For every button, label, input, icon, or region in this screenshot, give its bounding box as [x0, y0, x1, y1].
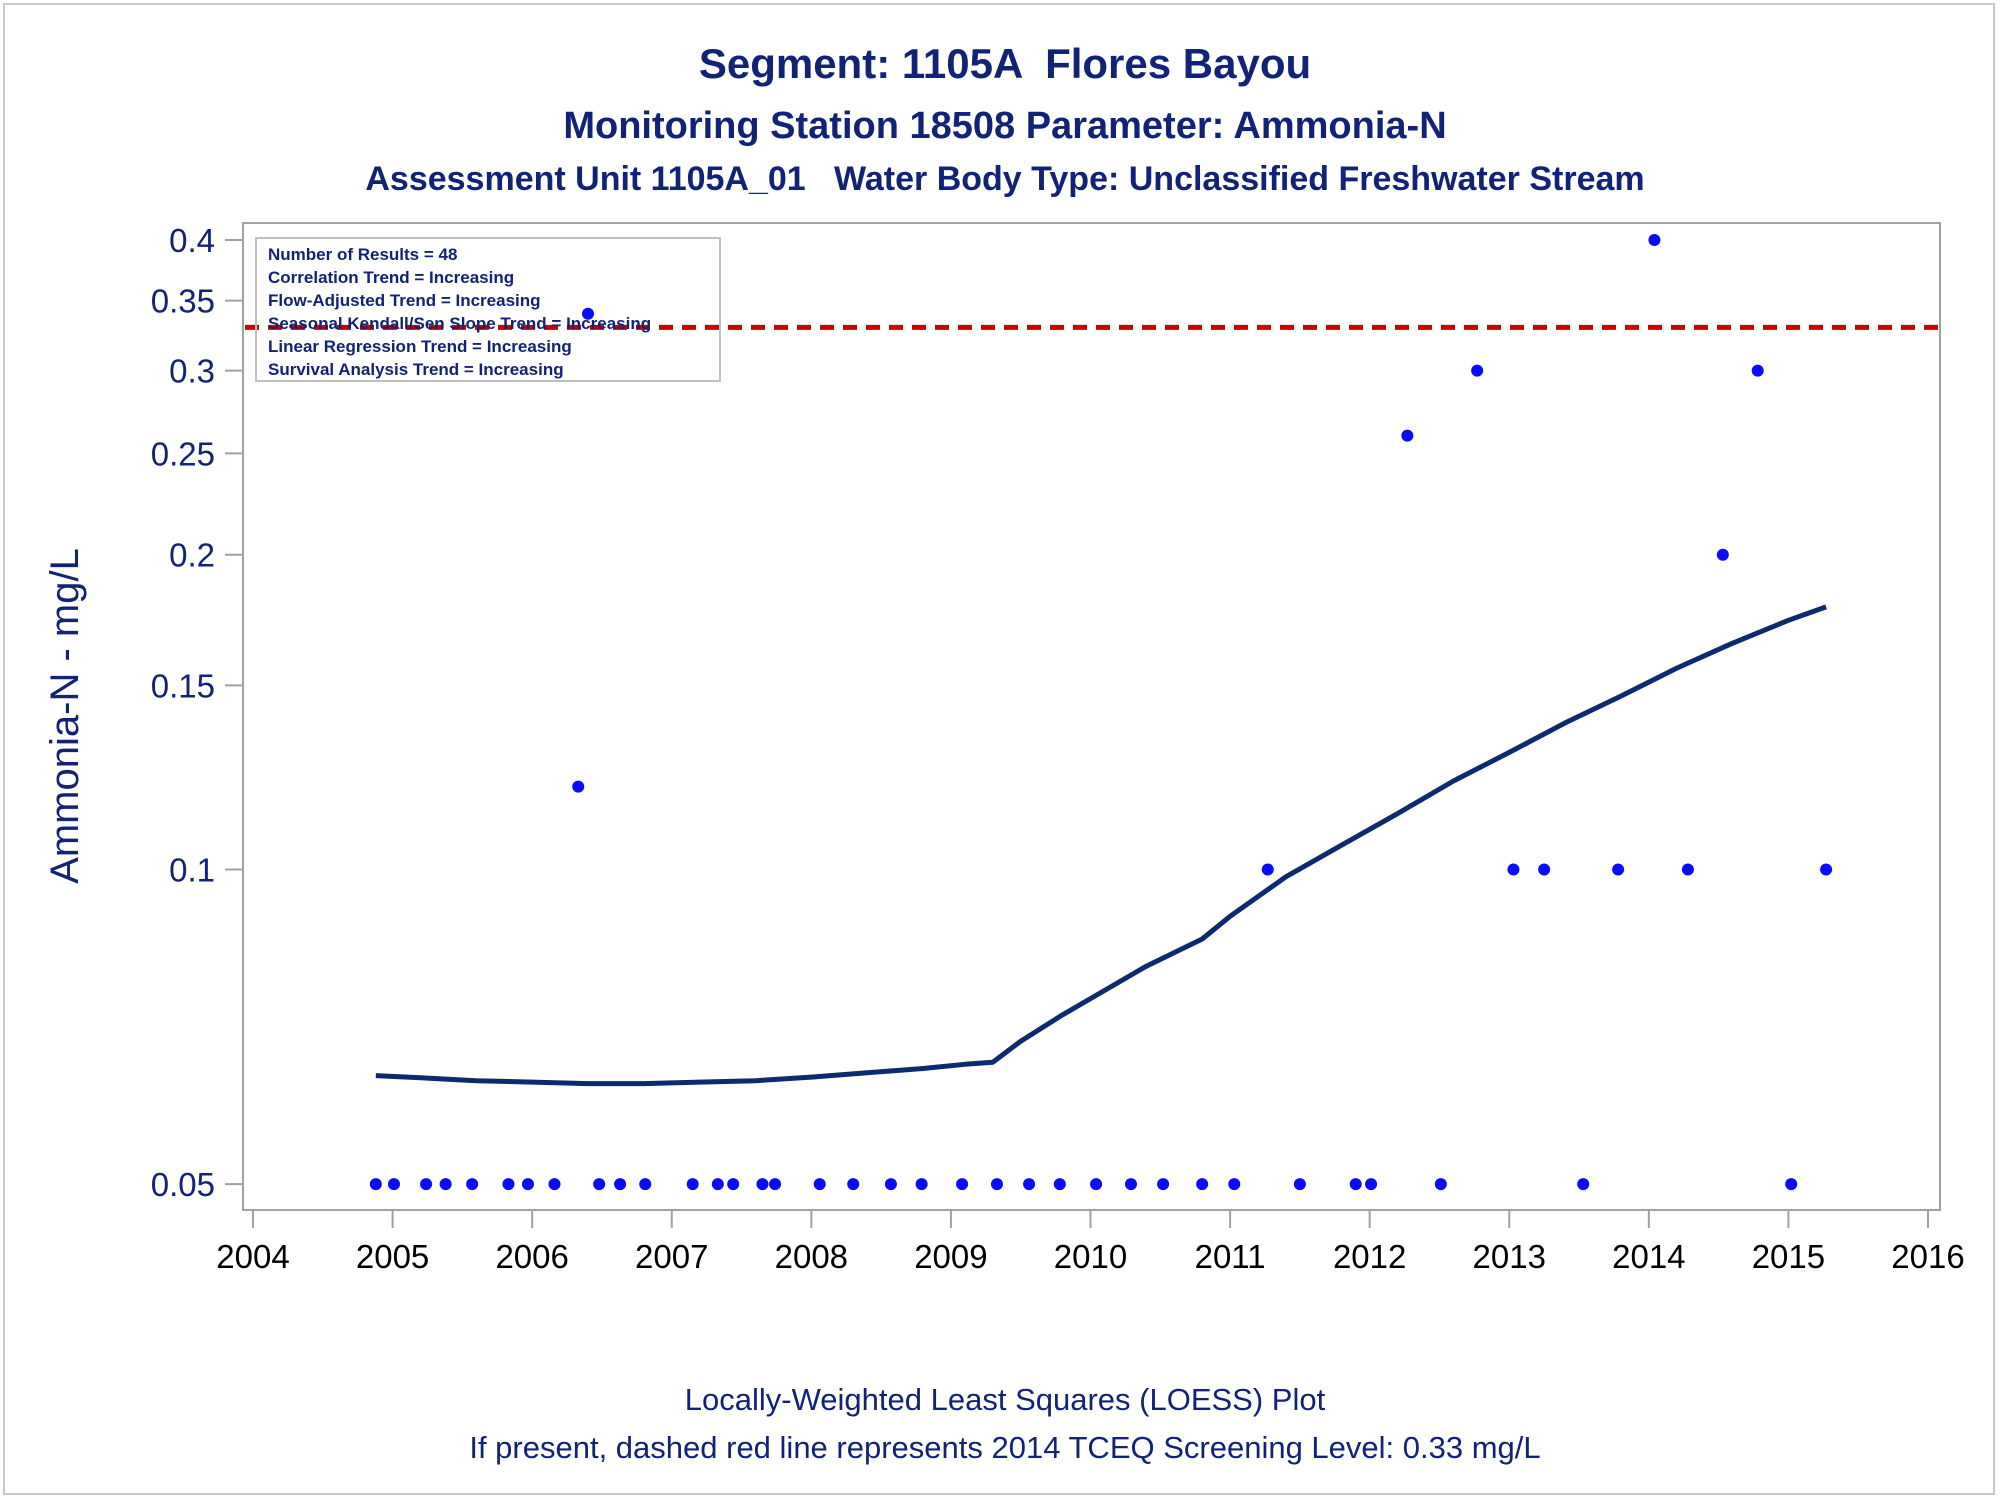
- footnote-screening: If present, dashed red line represents 2…: [469, 1430, 1540, 1465]
- data-point: [769, 1178, 782, 1191]
- data-point: [686, 1178, 699, 1191]
- data-point: [420, 1178, 433, 1191]
- x-tick-label: 2016: [1891, 1238, 1964, 1275]
- data-point: [1538, 863, 1551, 876]
- x-tick-label: 2005: [356, 1238, 429, 1275]
- data-point: [990, 1178, 1003, 1191]
- data-point: [847, 1178, 860, 1191]
- y-tick-label: 0.3: [169, 353, 215, 390]
- data-point: [466, 1178, 479, 1191]
- y-tick-label: 0.1: [169, 851, 215, 888]
- x-tick-label: 2014: [1612, 1238, 1685, 1275]
- trend-inset-line: Number of Results = 48: [268, 245, 457, 264]
- data-point: [572, 780, 585, 793]
- data-point: [1751, 364, 1764, 377]
- x-tick-label: 2013: [1473, 1238, 1546, 1275]
- data-point: [1507, 863, 1520, 876]
- data-point: [813, 1178, 826, 1191]
- chart-title: Segment: 1105A Flores Bayou: [699, 40, 1311, 87]
- data-point: [1090, 1178, 1103, 1191]
- data-point: [1785, 1178, 1798, 1191]
- y-tick-label: 0.2: [169, 537, 215, 574]
- y-tick-label: 0.25: [151, 435, 215, 472]
- data-point: [1349, 1178, 1362, 1191]
- trend-inset-line: Correlation Trend = Increasing: [268, 268, 514, 287]
- y-tick-label: 0.4: [169, 222, 215, 259]
- data-point: [915, 1178, 928, 1191]
- data-point: [727, 1178, 740, 1191]
- chart-subtitle: Monitoring Station 18508 Parameter: Ammo…: [563, 105, 1446, 147]
- chart-frame: [3, 3, 1995, 1495]
- loess-trend-line: [375, 604, 1827, 1087]
- data-point: [1401, 429, 1414, 442]
- data-point: [1471, 364, 1484, 377]
- data-point: [1228, 1178, 1241, 1191]
- data-point: [593, 1178, 606, 1191]
- data-point: [1716, 548, 1729, 561]
- data-point: [956, 1178, 969, 1191]
- x-tick-label: 2006: [495, 1238, 568, 1275]
- data-point: [502, 1178, 515, 1191]
- trend-inset-line: Linear Regression Trend = Increasing: [268, 337, 572, 356]
- data-point: [1681, 863, 1694, 876]
- trend-inset-line: Survival Analysis Trend = Increasing: [268, 360, 564, 379]
- data-point: [548, 1178, 561, 1191]
- data-point: [1261, 863, 1274, 876]
- data-point: [884, 1178, 897, 1191]
- data-point: [756, 1178, 769, 1191]
- x-tick-label: 2011: [1195, 1238, 1266, 1275]
- y-tick-label: 0.15: [151, 667, 215, 704]
- data-point: [387, 1178, 400, 1191]
- x-tick-label: 2012: [1333, 1238, 1406, 1275]
- data-point: [614, 1178, 627, 1191]
- data-point: [1434, 1178, 1447, 1191]
- data-point: [1648, 234, 1661, 246]
- x-tick-label: 2015: [1752, 1238, 1825, 1275]
- data-point: [582, 307, 594, 320]
- trend-inset-line: Seasonal Kendall/Sen Slope Trend = Incre…: [268, 314, 651, 333]
- data-point: [1612, 863, 1625, 876]
- x-tick-label: 2008: [775, 1238, 848, 1275]
- data-point: [369, 1178, 382, 1191]
- loess-curve-group: [375, 604, 1827, 1087]
- x-axis: 2004 2005 2006 2007 2008 2009 2010 2011 2012 2013…: [216, 1209, 1965, 1275]
- data-points-group: [369, 234, 1833, 1191]
- chart-subtitle-2: Assessment Unit 1105A_01 Water Body Type…: [365, 160, 1644, 198]
- y-axis: 0.05 0.1 0.15 0.2 0.25 0.3 0.35 0.4: [151, 222, 244, 1210]
- data-point: [711, 1178, 724, 1191]
- data-point: [1365, 1178, 1378, 1191]
- data-point: [521, 1178, 534, 1191]
- data-point: [1820, 863, 1833, 876]
- y-tick-label: 0.35: [151, 283, 215, 320]
- data-point: [439, 1178, 452, 1191]
- x-tick-label: 2009: [914, 1238, 987, 1275]
- data-point: [1293, 1178, 1306, 1191]
- y-tick-label: 0.05: [151, 1166, 215, 1203]
- trend-inset-line: Flow-Adjusted Trend = Increasing: [268, 291, 541, 310]
- x-tick-label: 2010: [1054, 1238, 1127, 1275]
- trend-inset: Number of Results = 48 Correlation Trend …: [255, 237, 721, 382]
- data-point: [639, 1178, 652, 1191]
- data-point: [1124, 1178, 1137, 1191]
- x-tick-label: 2004: [216, 1238, 289, 1275]
- footnote-loess: Locally-Weighted Least Squares (LOESS) P…: [685, 1382, 1326, 1417]
- x-tick-label: 2007: [635, 1238, 708, 1275]
- data-point: [1053, 1178, 1066, 1191]
- trend-inset-box: [255, 237, 721, 382]
- data-point: [1023, 1178, 1036, 1191]
- data-point: [1196, 1178, 1209, 1191]
- data-point: [1157, 1178, 1170, 1191]
- data-point: [1577, 1178, 1590, 1191]
- y-axis-label: Ammonia-N - mg/L: [43, 548, 87, 884]
